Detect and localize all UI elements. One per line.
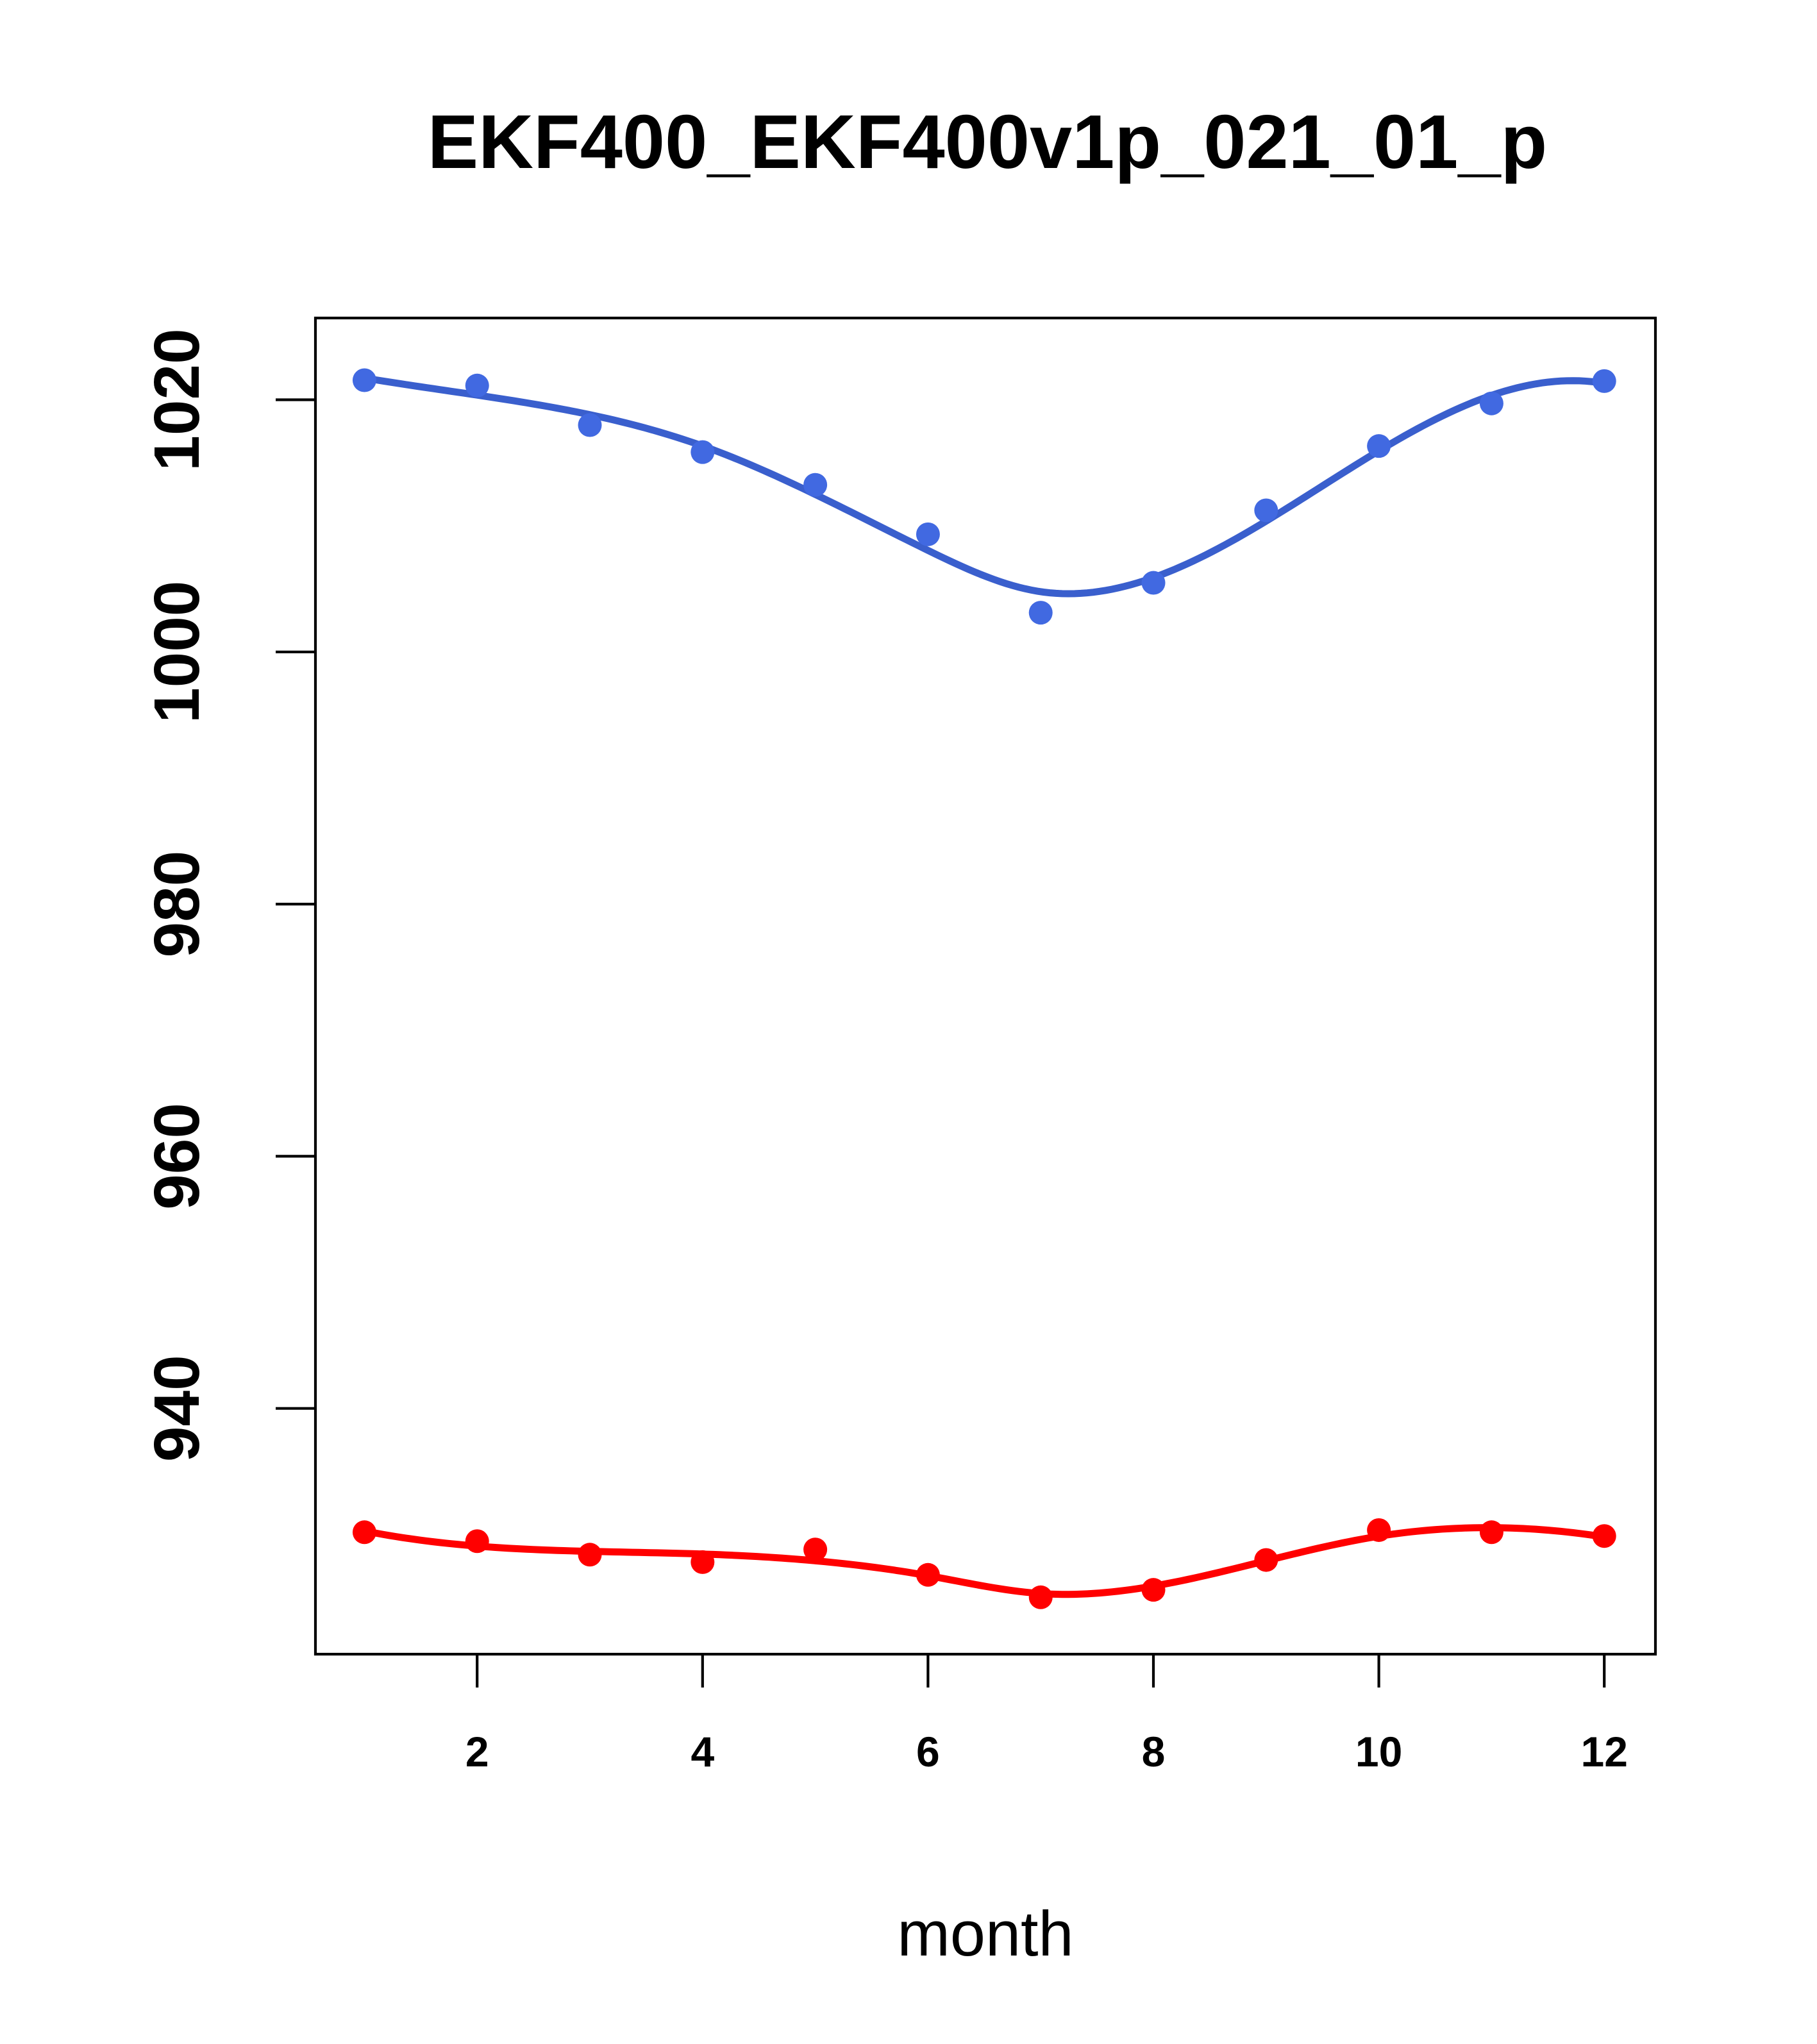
svg-text:10: 10 xyxy=(1355,1728,1402,1775)
svg-text:960: 960 xyxy=(141,1103,213,1210)
svg-text:2: 2 xyxy=(465,1728,489,1775)
svg-text:12: 12 xyxy=(1580,1728,1627,1775)
svg-text:6: 6 xyxy=(916,1728,940,1775)
svg-text:980: 980 xyxy=(141,851,213,958)
svg-text:8: 8 xyxy=(1142,1728,1166,1775)
svg-text:month: month xyxy=(897,1898,1073,1969)
svg-text:4: 4 xyxy=(691,1728,714,1775)
svg-text:940: 940 xyxy=(141,1355,213,1462)
svg-text:1000: 1000 xyxy=(141,581,213,723)
svg-text:1020: 1020 xyxy=(141,328,213,471)
svg-text:EKF400_EKF400v1p_021_01_p: EKF400_EKF400v1p_021_01_p xyxy=(428,99,1547,185)
